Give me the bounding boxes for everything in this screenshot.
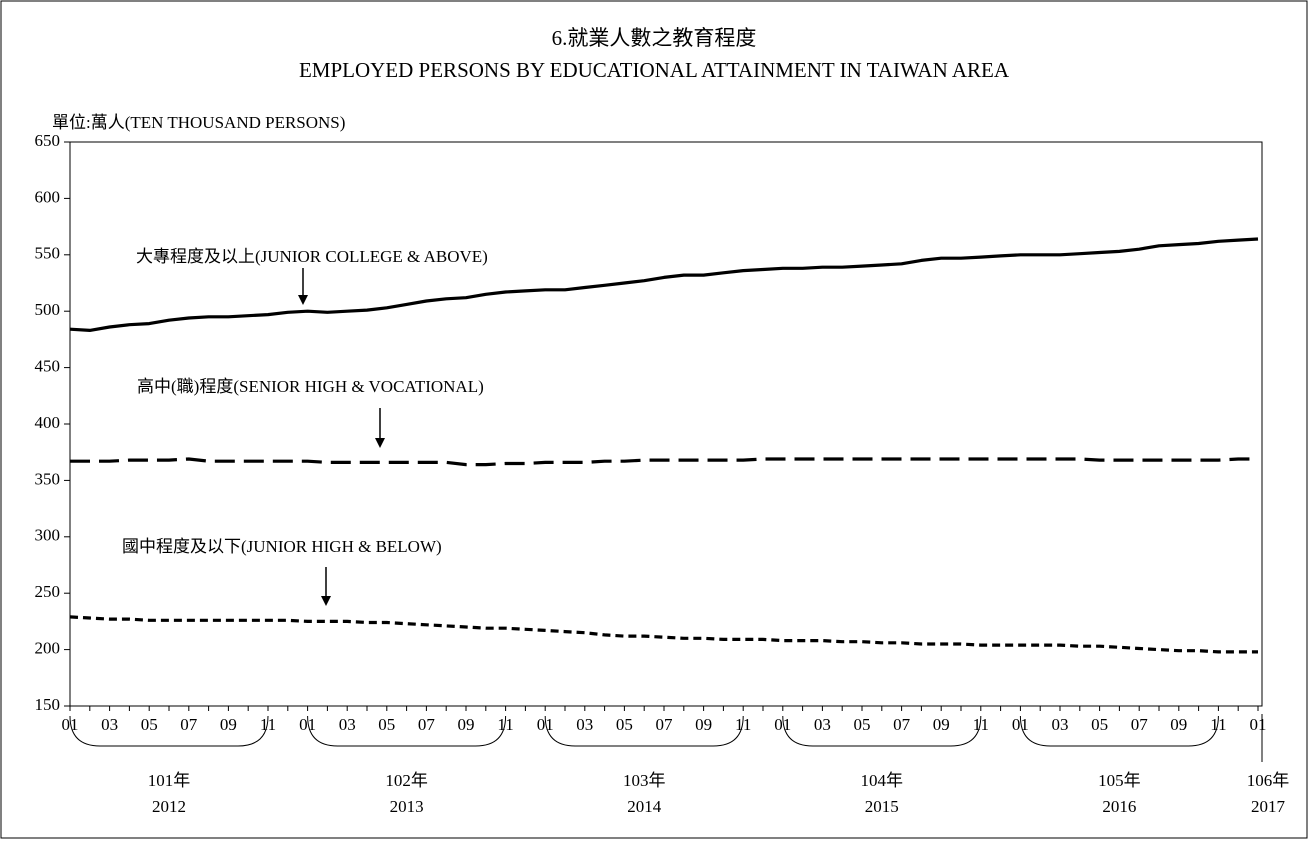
y-tick-label: 600 [35, 187, 61, 206]
x-tick-label: 09 [1170, 715, 1187, 734]
year-label: 101年 [148, 771, 191, 790]
y-tick-label: 500 [35, 300, 61, 319]
y-tick-label: 200 [35, 639, 61, 658]
x-tick-label: 05 [141, 715, 158, 734]
x-tick-label: 11 [497, 715, 513, 734]
arrow-head [298, 295, 308, 305]
y-tick-label: 250 [35, 582, 61, 601]
x-tick-label: 01 [62, 715, 79, 734]
year-label-ad: 2017 [1251, 797, 1286, 816]
year-brace [1019, 715, 1219, 747]
year-label: 106年 [1247, 771, 1290, 790]
x-tick-label: 01 [1012, 715, 1029, 734]
x-tick-label: 01 [299, 715, 316, 734]
arrow-head [375, 438, 385, 448]
x-tick-label: 05 [854, 715, 871, 734]
x-tick-label: 03 [1052, 715, 1069, 734]
arrow-head [321, 596, 331, 606]
x-tick-label: 03 [101, 715, 118, 734]
series-line [69, 615, 1258, 654]
y-tick-label: 300 [35, 526, 61, 545]
year-label-ad: 2015 [865, 797, 899, 816]
year-label: 103年 [623, 771, 666, 790]
x-tick-label: 09 [458, 715, 475, 734]
year-brace [69, 715, 269, 747]
year-label: 105年 [1098, 771, 1141, 790]
year-label-ad: 2014 [627, 797, 662, 816]
x-tick-label: 11 [260, 715, 276, 734]
x-tick-label: 05 [616, 715, 633, 734]
x-tick-label: 09 [695, 715, 712, 734]
y-tick-label: 450 [35, 357, 61, 376]
x-tick-label: 07 [180, 715, 198, 734]
x-tick-label: 05 [378, 715, 395, 734]
x-tick-label: 03 [814, 715, 831, 734]
chart-subtitle: EMPLOYED PERSONS BY EDUCATIONAL ATTAINME… [299, 58, 1010, 82]
x-tick-label: 11 [735, 715, 751, 734]
x-tick-label: 03 [339, 715, 356, 734]
x-tick-label: 11 [1210, 715, 1226, 734]
x-tick-label: 01 [1250, 715, 1267, 734]
year-brace [782, 715, 982, 747]
x-tick-label: 09 [933, 715, 950, 734]
chart-title: 6.就業人數之教育程度 [552, 26, 757, 50]
series-line [70, 457, 1258, 467]
year-label: 104年 [861, 771, 904, 790]
x-tick-label: 07 [418, 715, 436, 734]
series-label: 高中(職)程度(SENIOR HIGH & VOCATIONAL) [137, 377, 484, 396]
year-label-ad: 2012 [152, 797, 186, 816]
x-tick-label: 01 [537, 715, 554, 734]
x-tick-label: 07 [1131, 715, 1149, 734]
year-brace [544, 715, 744, 747]
year-label-ad: 2013 [390, 797, 424, 816]
year-label: 102年 [385, 771, 428, 790]
series-label: 國中程度及以下(JUNIOR HIGH & BELOW) [122, 537, 442, 556]
y-tick-label: 400 [35, 413, 61, 432]
y-tick-label: 650 [35, 131, 61, 150]
y-axis-label: 單位:萬人(TEN THOUSAND PERSONS) [52, 113, 345, 132]
series-line [69, 237, 1259, 332]
x-tick-label: 05 [1091, 715, 1108, 734]
x-tick-label: 07 [893, 715, 911, 734]
x-tick-label: 11 [973, 715, 989, 734]
x-tick-label: 01 [774, 715, 791, 734]
y-tick-label: 550 [35, 244, 61, 263]
series-label: 大專程度及以上(JUNIOR COLLEGE & ABOVE) [136, 247, 488, 266]
x-tick-label: 09 [220, 715, 237, 734]
y-tick-label: 350 [35, 469, 61, 488]
x-tick-label: 07 [656, 715, 674, 734]
x-tick-label: 03 [576, 715, 593, 734]
year-label-ad: 2016 [1102, 797, 1136, 816]
y-tick-label: 150 [35, 695, 61, 714]
year-brace [307, 715, 507, 747]
